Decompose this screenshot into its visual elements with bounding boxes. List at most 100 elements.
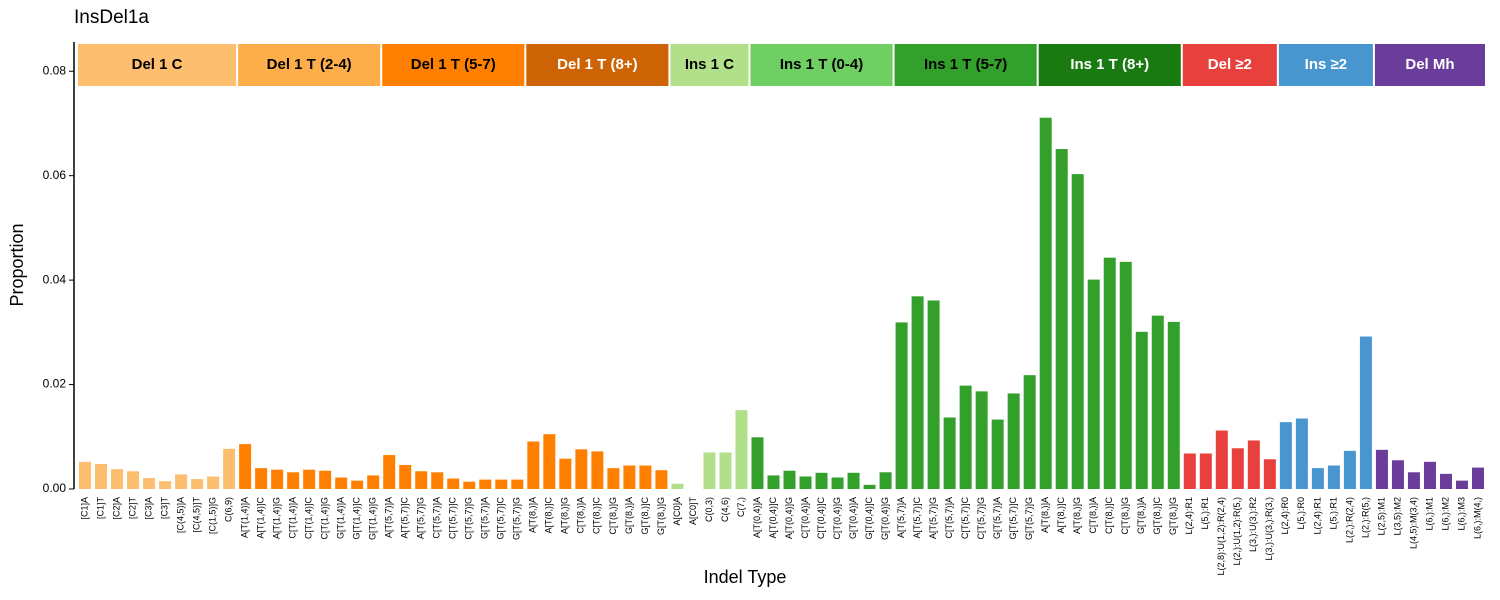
chart-title: InsDel1a xyxy=(74,7,149,28)
bar xyxy=(879,472,892,489)
group-header xyxy=(894,44,1037,86)
x-tick-label: G[T(5,7)]C xyxy=(496,497,506,540)
bar xyxy=(319,470,332,489)
x-tick-label: C[T(8,)]A xyxy=(576,497,586,534)
y-tick-label: 0.08 xyxy=(43,63,67,77)
x-tick-label: G[T(5,7)]A xyxy=(992,497,1002,539)
bar xyxy=(1343,450,1356,489)
group-header xyxy=(1038,44,1181,86)
bar xyxy=(1471,467,1484,489)
x-tick-label: C[T(1,4)]G xyxy=(320,497,330,540)
x-tick-label: C[T(5,7)]A xyxy=(432,497,442,539)
x-tick-label: A[T(8,)]G xyxy=(1072,497,1082,534)
bar xyxy=(1359,336,1372,489)
x-tick-label: G[T(8,)]A xyxy=(1136,497,1146,534)
x-tick-label: A[T(1,4)]G xyxy=(272,497,282,539)
x-tick-label: [C(4,5)]A xyxy=(175,497,185,533)
group-header xyxy=(1278,44,1373,86)
group-header xyxy=(670,44,749,86)
bar xyxy=(1023,375,1036,489)
bar xyxy=(207,476,220,489)
x-tick-label: C[T(8,)]C xyxy=(1104,497,1114,534)
bar xyxy=(895,322,908,489)
x-tick-label: A[T(0,4)]C xyxy=(768,497,778,539)
bar xyxy=(431,472,444,489)
bar xyxy=(511,479,524,489)
bar xyxy=(1007,393,1020,489)
group-label: Ins 1 T (8+) xyxy=(1070,56,1149,73)
bar xyxy=(1199,453,1212,489)
group-label: Ins 1 T (0-4) xyxy=(780,56,863,73)
x-tick-label: L(2,4):R0 xyxy=(1280,497,1290,535)
y-axis-title: Proportion xyxy=(7,223,27,306)
x-tick-label: G[T(1,4)]C xyxy=(352,497,362,540)
x-tick-label: [C1]A xyxy=(79,497,89,520)
y-tick-label: 0.02 xyxy=(43,377,67,391)
x-tick-label: A[T(5,7)]G xyxy=(416,497,426,539)
bar xyxy=(863,484,876,489)
x-tick-label: C(4,6) xyxy=(720,497,730,522)
x-tick-label: G[T(5,7)]G xyxy=(1024,497,1034,540)
bar xyxy=(239,444,252,489)
x-tick-label: [C3]A xyxy=(143,497,153,520)
x-tick-label: G[T(8,)]C xyxy=(640,497,650,535)
y-tick-label: 0.06 xyxy=(43,168,67,182)
bar xyxy=(703,452,716,489)
x-tick-label: C(7,) xyxy=(736,497,746,517)
bar xyxy=(1231,448,1244,489)
group-label: Ins ≥2 xyxy=(1305,56,1347,73)
x-tick-label: L(2,5):M1 xyxy=(1376,497,1386,536)
x-tick-label: A[T(5,7)]C xyxy=(400,497,410,539)
x-tick-label: G[T(5,7)]A xyxy=(480,497,490,539)
x-tick-label: C[T(5,7)]A xyxy=(944,497,954,539)
bar xyxy=(767,475,780,489)
x-axis-title: Indel Type xyxy=(704,567,787,587)
bar xyxy=(799,476,812,489)
bar xyxy=(607,468,620,489)
x-tick-label: A[T(0,4)]A xyxy=(752,497,762,538)
bar xyxy=(1455,480,1468,489)
x-tick-label: C[T(8,)]C xyxy=(592,497,602,534)
x-tick-label: A[T(8,)]C xyxy=(544,497,554,534)
x-tick-label: G[T(8,)]G xyxy=(656,497,666,535)
bar xyxy=(1103,257,1116,489)
bar xyxy=(463,481,476,489)
bar xyxy=(1295,418,1308,489)
x-tick-label: A[T(8,)]A xyxy=(528,497,538,533)
x-tick-label: C[T(5,7)]C xyxy=(960,497,970,540)
bar xyxy=(831,477,844,489)
x-tick-label: C[T(8,)]G xyxy=(608,497,618,535)
bar xyxy=(1439,473,1452,489)
bar xyxy=(351,480,364,489)
y-tick-label: 0.04 xyxy=(43,272,67,286)
x-tick-label: A[C0]A xyxy=(672,497,682,526)
bar xyxy=(1327,465,1340,489)
bar xyxy=(175,474,188,489)
x-tick-label: L(2,8):U(1,2):R(2,4) xyxy=(1216,497,1226,576)
bar xyxy=(111,469,124,489)
bar xyxy=(783,470,796,489)
bar xyxy=(1247,440,1260,489)
bar xyxy=(1119,261,1132,489)
bar xyxy=(1407,472,1420,489)
group-label: Del 1 T (2-4) xyxy=(267,56,352,73)
bar xyxy=(1311,468,1324,489)
x-tick-label: L(4,5):M(3,4) xyxy=(1408,497,1418,549)
bar xyxy=(143,478,156,489)
group-header xyxy=(750,44,893,86)
x-tick-label: L(3,5):M2 xyxy=(1392,497,1402,536)
x-tick-label: L(2,4):R1 xyxy=(1312,497,1322,535)
x-tick-label: L(6,):M(4,) xyxy=(1472,497,1482,539)
x-tick-label: G[T(5,7)]C xyxy=(1008,497,1018,540)
group-header xyxy=(78,44,237,86)
bar xyxy=(367,475,380,489)
x-tick-label: L(5,):R1 xyxy=(1200,497,1210,530)
x-tick-label: L(5,):R0 xyxy=(1296,497,1306,530)
bar xyxy=(399,464,412,489)
x-tick-label: A[T(8,)]C xyxy=(1056,497,1066,534)
bar xyxy=(671,483,684,489)
group-label: Del 1 T (5-7) xyxy=(411,56,496,73)
bar xyxy=(335,477,348,489)
x-tick-label: L(6,):M1 xyxy=(1424,497,1434,531)
